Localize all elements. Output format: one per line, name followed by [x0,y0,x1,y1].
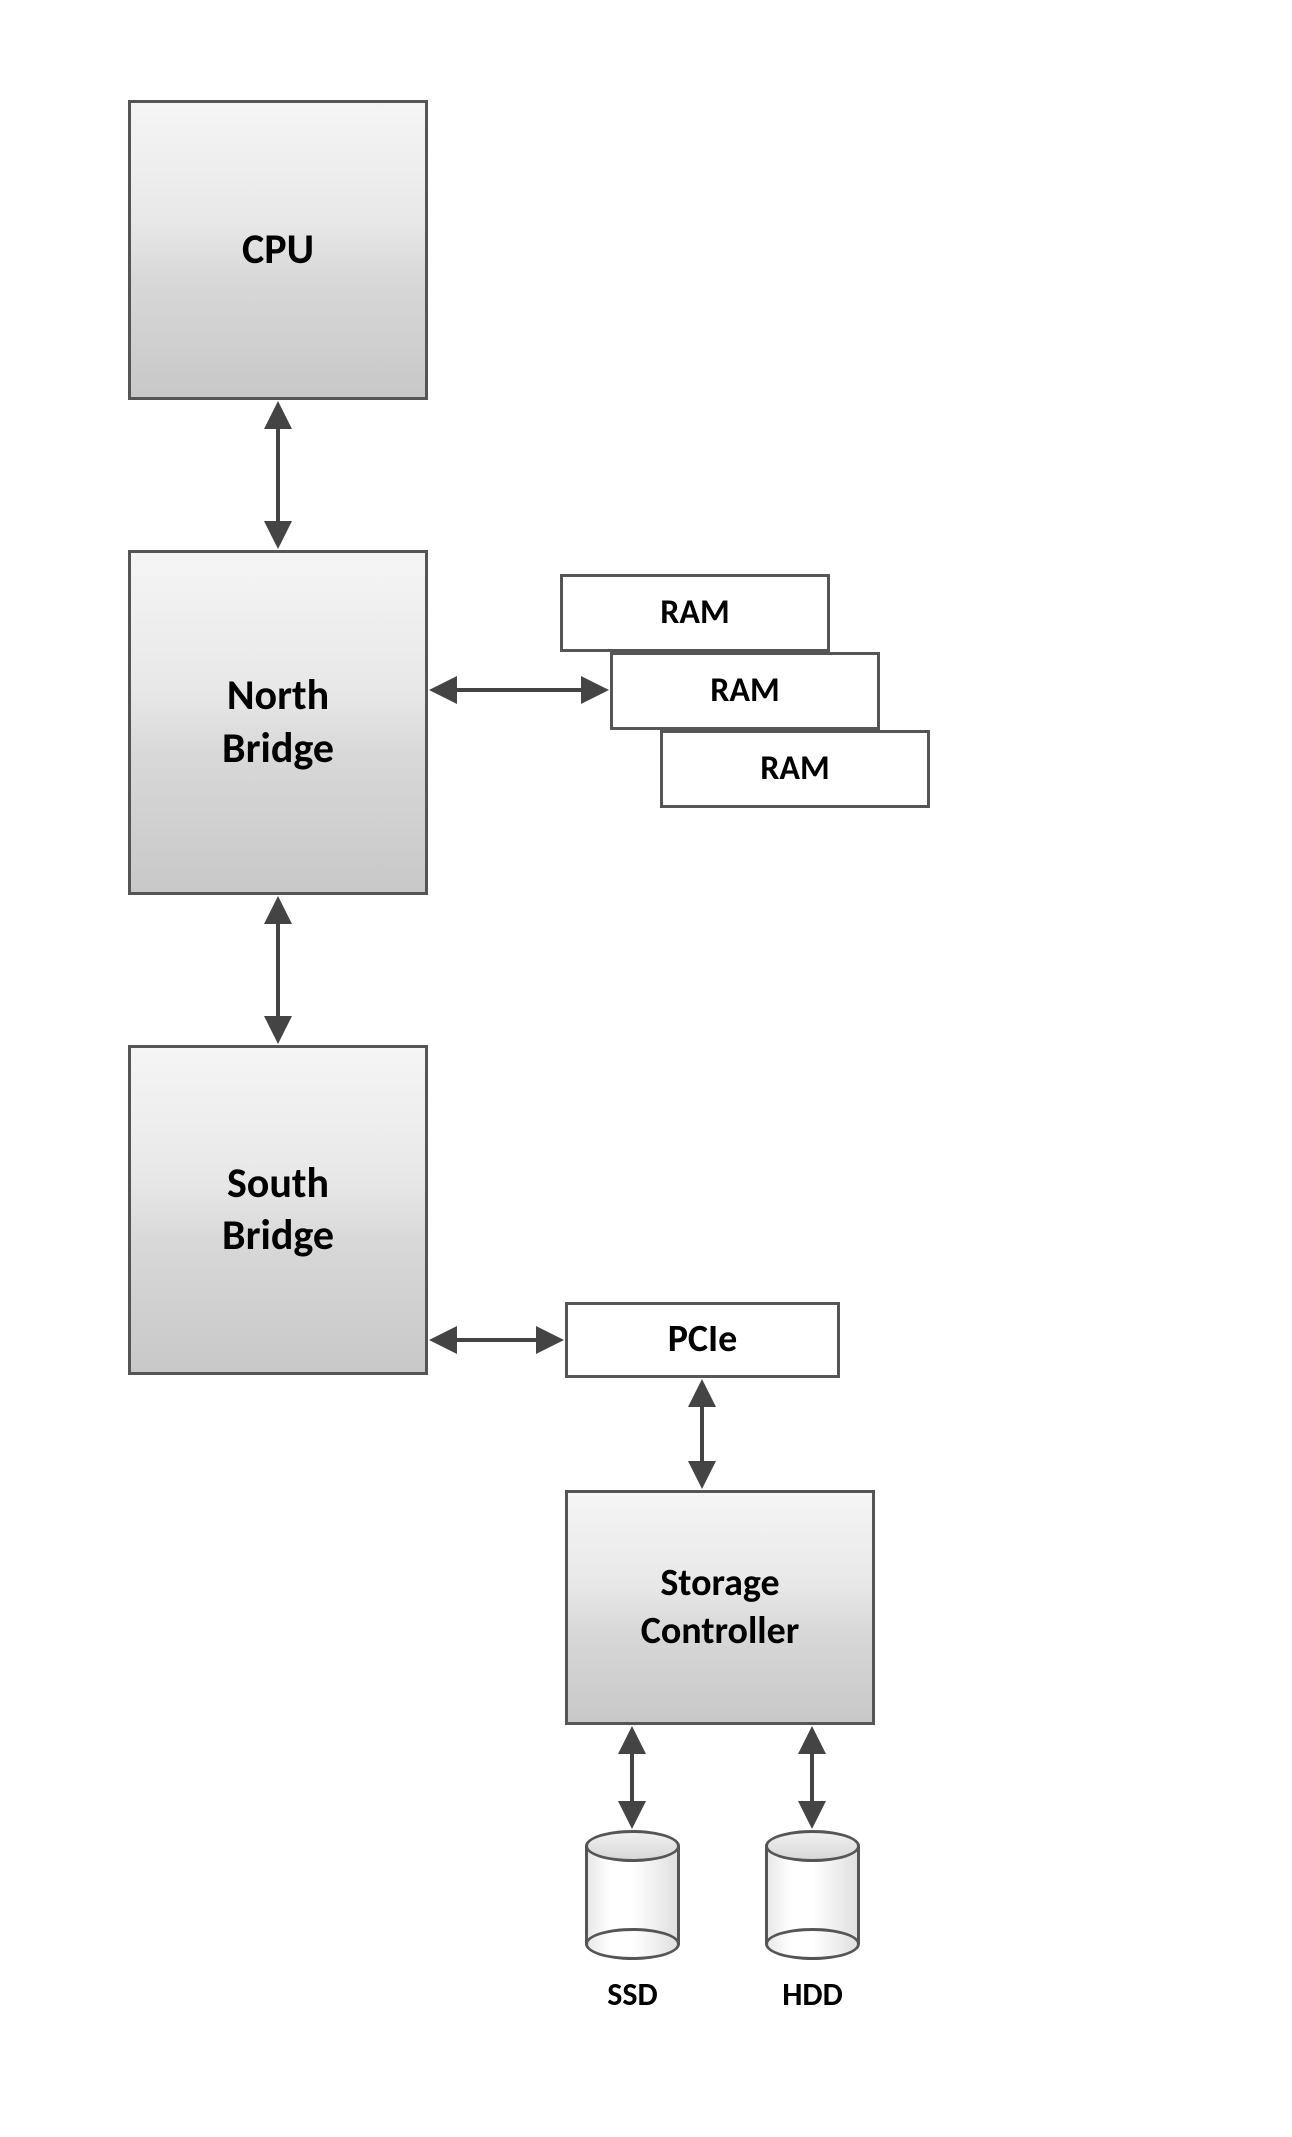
hdd-label: HDD [745,1975,880,2014]
cpu-node: CPU [128,100,428,400]
storage-controller-node: Storage Controller [565,1490,875,1725]
hdd-cylinder [765,1830,860,1960]
ram-label-2: RAM [710,670,779,713]
ram-node-2: RAM [610,652,880,730]
south-bridge-node: South Bridge [128,1045,428,1375]
ram-label-3: RAM [760,748,829,791]
ssd-label: SSD [565,1975,700,2014]
north-bridge-node: North Bridge [128,550,428,895]
pcie-label: PCIe [668,1316,738,1364]
north-bridge-label: North Bridge [222,670,334,775]
ram-node-3: RAM [660,730,930,808]
storage-controller-label: Storage Controller [641,1560,800,1655]
south-bridge-label: South Bridge [222,1158,334,1263]
cpu-label: CPU [242,224,314,277]
pcie-node: PCIe [565,1302,840,1378]
ram-label-1: RAM [660,592,729,635]
ram-node-1: RAM [560,574,830,652]
ssd-cylinder [585,1830,680,1960]
